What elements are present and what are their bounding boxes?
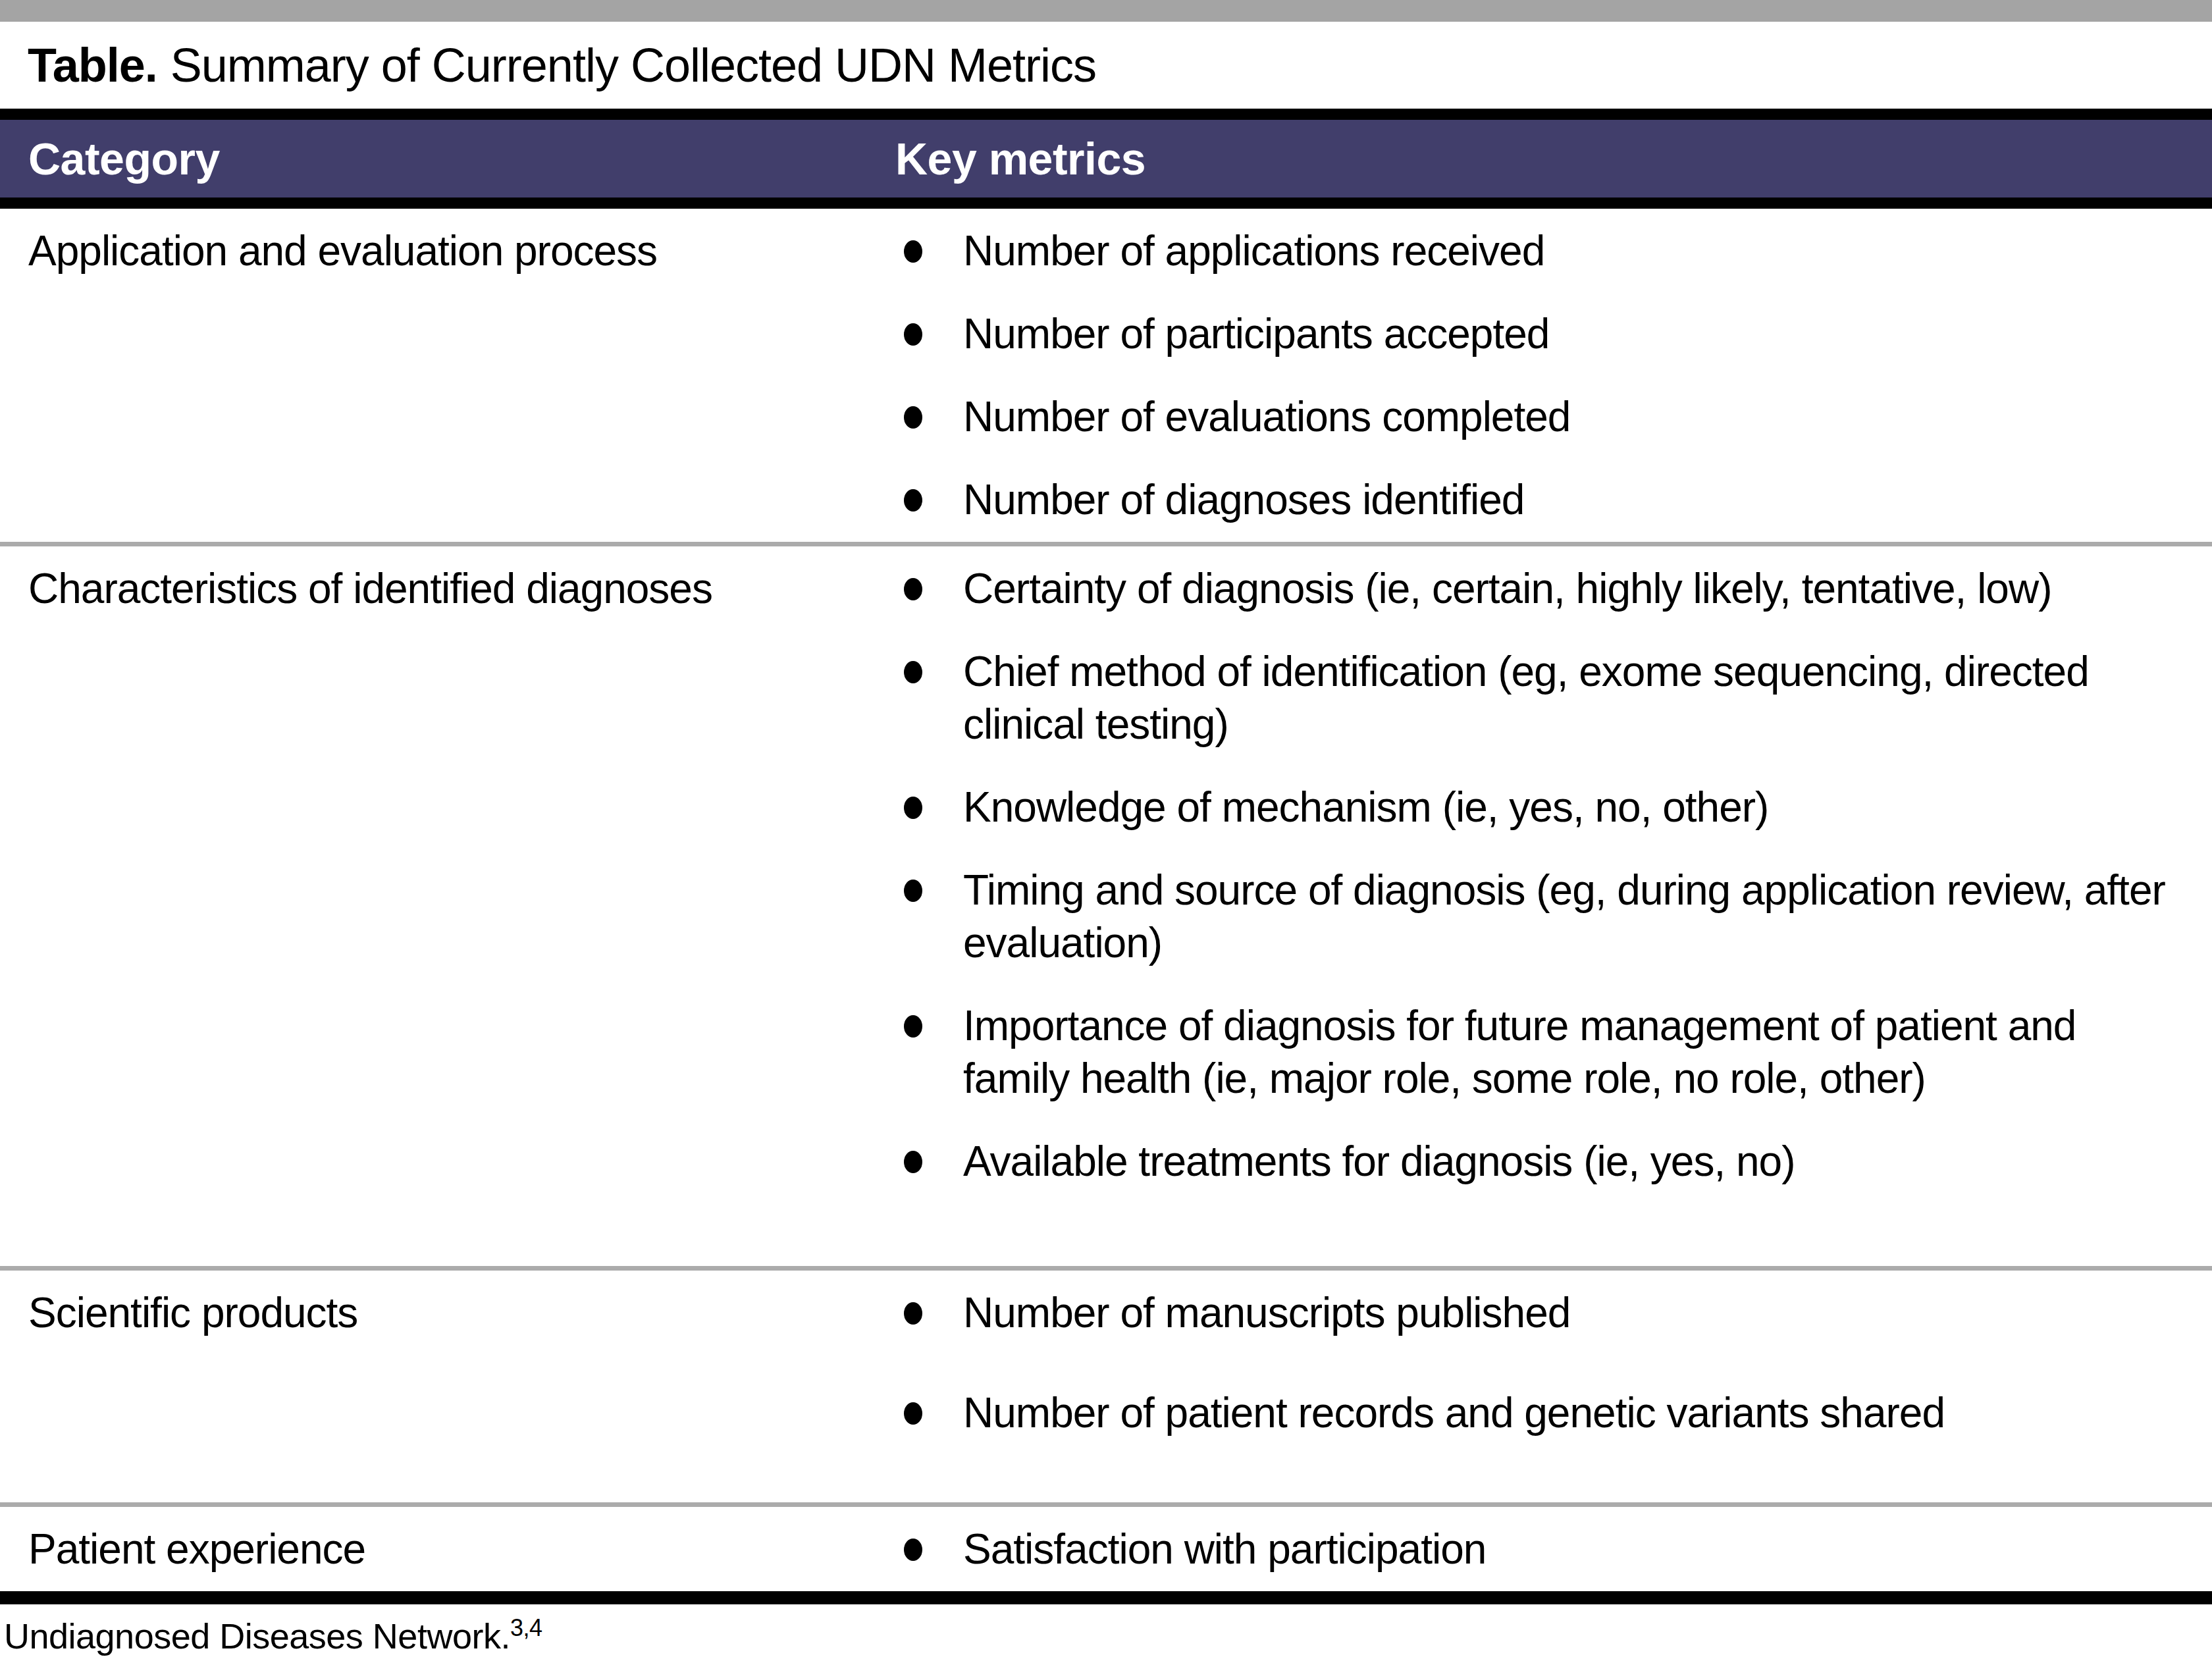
metric-text: Importance of diagnosis for future manag…: [963, 1002, 2076, 1102]
bullet-icon: [904, 880, 922, 902]
table-row: Application and evaluation processNumber…: [0, 209, 2212, 542]
bullet-icon: [904, 406, 922, 429]
bullet-icon: [904, 323, 922, 346]
bottom-rule: [0, 1591, 2212, 1604]
metric-text: Satisfaction with participation: [963, 1525, 1486, 1573]
metric-text: Number of manuscripts published: [963, 1289, 1570, 1336]
metric-item: Number of applications received: [868, 224, 2212, 277]
table-row: Patient experience Satisfaction with part…: [0, 1502, 2212, 1591]
metric-item: Available treatments for diagnosis (ie, …: [868, 1135, 2212, 1188]
category-cell: Characteristics of identified diagnoses: [0, 562, 868, 1250]
metric-text: Number of applications received: [963, 227, 1544, 275]
bullet-icon: [904, 578, 922, 600]
metric-item: Importance of diagnosis for future manag…: [868, 999, 2212, 1105]
metrics-list: Certainty of diagnosis (ie, certain, hig…: [868, 562, 2212, 1250]
category-cell: Application and evaluation process: [0, 224, 868, 526]
metric-text: Number of participants accepted: [963, 310, 1549, 357]
metric-item: Satisfaction with participation: [868, 1523, 2212, 1575]
table-footnotes: Undiagnosed Diseases Network.3,4 Abbrevi…: [0, 1604, 2212, 1659]
metric-text: Number of diagnoses identified: [963, 476, 1524, 523]
table-row: Characteristics of identified diagnoses C…: [0, 542, 2212, 1266]
table-row: Scientific productsNumber of manuscripts…: [0, 1266, 2212, 1502]
table-header-row: Category Key metrics: [0, 109, 2212, 209]
table-body: Application and evaluation processNumber…: [0, 209, 2212, 1591]
bullet-icon: [904, 489, 922, 512]
table-title-label: Table.: [28, 38, 157, 92]
table-figure: Table. Summary of Currently Collected UD…: [0, 0, 2212, 1659]
metric-text: Number of patient records and genetic va…: [963, 1389, 1945, 1436]
metric-text: Certainty of diagnosis (ie, certain, hig…: [963, 565, 2051, 612]
column-header-category: Category: [0, 133, 868, 184]
column-header-key-metrics: Key metrics: [868, 133, 2212, 184]
bullet-icon: [904, 661, 922, 683]
category-cell: Patient experience: [0, 1523, 868, 1575]
metric-text: Knowledge of mechanism (ie, yes, no, oth…: [963, 783, 1768, 831]
metric-item: Certainty of diagnosis (ie, certain, hig…: [868, 562, 2212, 615]
bullet-icon: [904, 1402, 922, 1425]
category-cell: Scientific products: [0, 1286, 868, 1487]
bullet-icon: [904, 1015, 922, 1038]
metric-item: Knowledge of mechanism (ie, yes, no, oth…: [868, 781, 2212, 833]
metric-item: Chief method of identification (eg, exom…: [868, 645, 2212, 750]
bullet-icon: [904, 1302, 922, 1325]
metric-item: Number of diagnoses identified: [868, 473, 2212, 526]
metric-text: Chief method of identification (eg, exom…: [963, 648, 2089, 748]
metric-text: Available treatments for diagnosis (ie, …: [963, 1138, 1795, 1185]
metric-item: Number of evaluations completed: [868, 390, 2212, 443]
citation-superscript: 3,4: [510, 1614, 542, 1641]
metrics-list: Number of manuscripts published Number of…: [868, 1286, 2212, 1487]
bullet-icon: [904, 797, 922, 819]
top-gray-band: [0, 0, 2212, 22]
source-note: Undiagnosed Diseases Network.3,4: [4, 1615, 2212, 1657]
metric-item: Number of participants accepted: [868, 307, 2212, 360]
source-note-text: Undiagnosed Diseases Network.: [4, 1616, 510, 1656]
bullet-icon: [904, 1539, 922, 1561]
metric-text: Timing and source of diagnosis (eg, duri…: [963, 866, 2165, 966]
metric-text: Number of evaluations completed: [963, 393, 1570, 440]
metric-item: Timing and source of diagnosis (eg, duri…: [868, 864, 2212, 969]
metrics-list: Satisfaction with participation: [868, 1523, 2212, 1575]
table-title-text: Summary of Currently Collected UDN Metri…: [171, 38, 1096, 92]
metrics-list: Number of applications received Number of…: [868, 224, 2212, 526]
metric-item: Number of patient records and genetic va…: [868, 1386, 2212, 1439]
metric-item: Number of manuscripts published: [868, 1286, 2212, 1339]
bullet-icon: [904, 240, 922, 263]
table-title: Table. Summary of Currently Collected UD…: [0, 22, 2212, 109]
bullet-icon: [904, 1151, 922, 1173]
